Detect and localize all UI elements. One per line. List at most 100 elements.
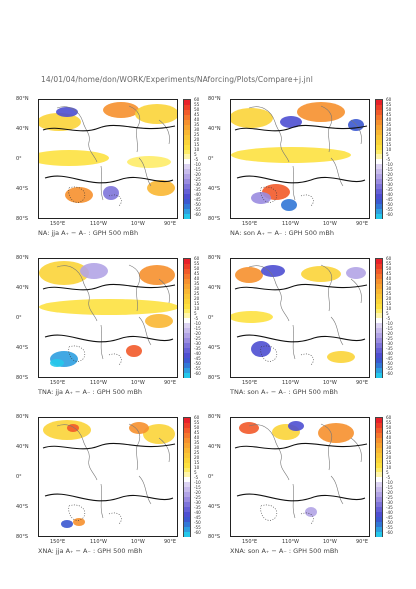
colorbar-tick-label: 55: [194, 102, 200, 107]
zero-contour: [42, 283, 176, 291]
colorbar-swatch: [184, 482, 190, 488]
colorbar-tick-label: 10: [386, 465, 392, 470]
contour-map: [230, 417, 370, 537]
colorbar-tick-label: -45: [194, 515, 201, 520]
latitude-label: 80°S: [208, 375, 221, 381]
colorbar-tick-label: 45: [194, 430, 200, 435]
panel-caption: TNA: son A₊ − A₋ : GPH 500 mBh: [230, 388, 338, 396]
colorbar-tick-label: 30: [386, 286, 392, 291]
colorbar-tick-label: -5: [386, 316, 391, 321]
colorbar-tick-label: 50: [386, 266, 392, 271]
negative-contour: [108, 353, 122, 366]
colorbar-swatch: [376, 522, 382, 527]
colorbar-swatch: [184, 104, 190, 110]
longitude-label: 10°W: [323, 539, 337, 545]
latitude-label: 80°N: [208, 414, 221, 420]
colorbar-swatch: [184, 293, 190, 299]
colorbar: [183, 99, 191, 219]
colorbar-swatch: [184, 208, 190, 214]
colorbar-tick-label: 40: [386, 276, 392, 281]
colorbar-tick-label: -25: [194, 336, 201, 341]
latitude-label: 80°S: [208, 216, 221, 222]
anomaly-region: [139, 265, 175, 285]
colorbar-swatch: [184, 323, 190, 329]
anomaly-region: [235, 267, 263, 283]
anomaly-region: [318, 423, 354, 443]
colorbar-tick-label: 15: [386, 301, 392, 306]
colorbar-tick-label: -60: [386, 530, 393, 535]
colorbar-swatch: [376, 418, 382, 423]
colorbar-swatch: [184, 278, 190, 284]
colorbar-tick-label: 20: [194, 455, 200, 460]
colorbar-swatch: [184, 452, 190, 458]
colorbar-swatch: [376, 259, 382, 264]
colorbar-tick-label: -30: [386, 500, 393, 505]
colorbar-tick-label: -60: [194, 371, 201, 376]
colorbar-swatch: [376, 358, 382, 364]
colorbar-swatch: [376, 367, 382, 373]
coastline: [138, 316, 152, 346]
colorbar-tick-label: -20: [386, 490, 393, 495]
colorbar-swatch: [376, 303, 382, 309]
contour-map-graphic: [231, 264, 368, 366]
latitude-label: 80°N: [16, 414, 29, 420]
colorbar-swatch: [184, 517, 190, 523]
colorbar-tick-label: -5: [386, 157, 391, 162]
colorbar-swatch: [184, 328, 190, 334]
coastline: [158, 119, 170, 145]
colorbar-swatch: [184, 462, 190, 468]
colorbar-swatch: [184, 437, 190, 443]
colorbar-swatch: [376, 263, 382, 269]
colorbar-tick-label: 5: [194, 470, 197, 475]
colorbar-tick-label: -35: [194, 346, 201, 351]
colorbar-tick-label: 55: [194, 420, 200, 425]
map-panel-xna-jja: 80°N 40°N 0° 40°S 80°S 150°E 110°W 10°W 90°E 60 55…: [16, 402, 220, 562]
anomaly-region: [129, 422, 149, 434]
latitude-label: 80°N: [208, 255, 221, 261]
colorbar-swatch: [376, 154, 382, 160]
colorbar-swatch: [376, 139, 382, 145]
colorbar-labels: 60 55 50 45 40 35 30 25 20 15 10 5 -5 -10 -15 -20 -25 -30…: [386, 97, 406, 220]
longitude-label: 10°W: [131, 380, 145, 386]
colorbar-tick-label: -30: [194, 500, 201, 505]
anomaly-region: [65, 187, 93, 203]
colorbar-swatch: [184, 447, 190, 453]
colorbar-swatch: [184, 422, 190, 428]
colorbar-tick-label: 5: [386, 152, 389, 157]
contour-map: [230, 258, 370, 378]
colorbar-tick-label: -55: [194, 366, 201, 371]
colorbar-tick-label: -45: [194, 356, 201, 361]
colorbar-swatch: [376, 179, 382, 185]
colorbar-tick-label: -5: [194, 475, 199, 480]
anomaly-region: [103, 186, 119, 200]
colorbar-swatch: [184, 283, 190, 289]
colorbar-tick-label: 30: [194, 286, 200, 291]
zero-contour: [234, 124, 368, 132]
longitude-label: 90°E: [356, 380, 369, 386]
colorbar-tick-label: 60: [194, 415, 200, 420]
colorbar-tick-label: 40: [194, 435, 200, 440]
colorbar-tick-label: 30: [386, 445, 392, 450]
negative-contour: [260, 345, 278, 362]
colorbar-tick-label: 45: [386, 271, 392, 276]
colorbar-swatch: [376, 323, 382, 329]
colorbar-swatch: [184, 497, 190, 503]
colorbar-tick-label: -15: [386, 326, 393, 331]
colorbar-swatch: [184, 268, 190, 274]
colorbar-tick-label: 15: [194, 301, 200, 306]
longitude-label: 90°E: [356, 221, 369, 227]
colorbar: [183, 417, 191, 537]
longitude-label: 110°W: [282, 221, 299, 227]
colorbar-swatch: [184, 119, 190, 125]
colorbar-swatch: [184, 184, 190, 190]
colorbar-swatch: [376, 144, 382, 150]
panel-caption: TNA: jja A₊ − A₋ : GPH 500 mBh: [38, 388, 143, 396]
colorbar-swatch: [376, 437, 382, 443]
colorbar-swatch: [376, 169, 382, 175]
colorbar-swatch: [184, 308, 190, 314]
colorbar-labels: 60 55 50 45 40 35 30 25 20 15 10 5 -5 -10 -15 -20 -25 -30…: [386, 415, 406, 538]
colorbar-swatch: [184, 477, 190, 483]
anomaly-region: [305, 507, 317, 517]
colorbar-swatch: [376, 467, 382, 473]
latitude-label: 40°S: [16, 186, 29, 192]
